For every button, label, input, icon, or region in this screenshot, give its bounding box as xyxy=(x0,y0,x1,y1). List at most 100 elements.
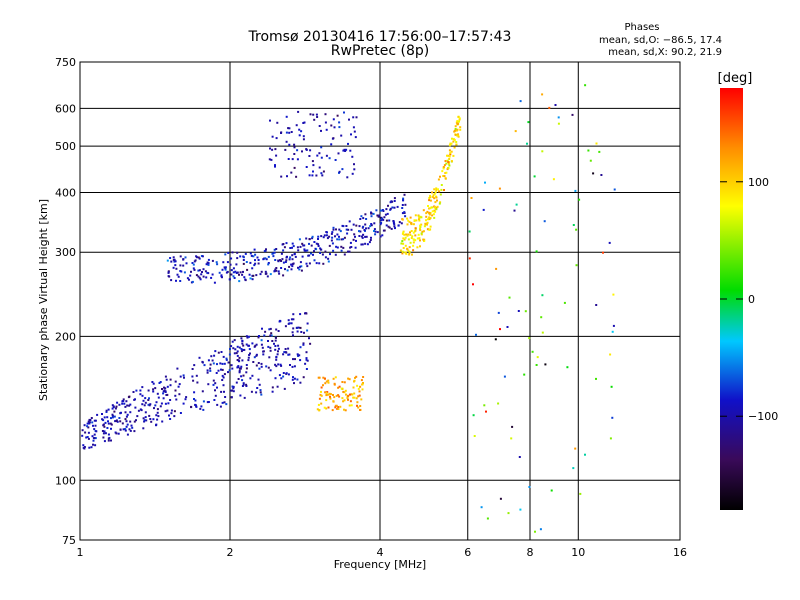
phase-stats-o: mean, sd,O: −86.5, 17.4 xyxy=(599,35,722,46)
data-point xyxy=(106,427,109,429)
data-point xyxy=(265,365,268,368)
data-point xyxy=(376,231,379,234)
data-point xyxy=(257,262,260,265)
data-point xyxy=(557,122,560,125)
data-point xyxy=(110,417,112,420)
data-point xyxy=(251,278,254,281)
data-point xyxy=(142,427,145,430)
data-point xyxy=(541,294,544,297)
data-point xyxy=(293,143,296,146)
data-point xyxy=(322,262,325,265)
data-point xyxy=(429,225,432,228)
data-point xyxy=(185,262,188,265)
data-point xyxy=(387,204,389,207)
data-point xyxy=(447,161,450,163)
data-point xyxy=(448,158,451,160)
data-point xyxy=(406,223,409,226)
data-point xyxy=(447,167,450,170)
data-point xyxy=(539,528,542,531)
data-point xyxy=(267,263,270,266)
data-point xyxy=(283,387,286,390)
data-point xyxy=(510,437,513,440)
data-point xyxy=(282,261,285,264)
data-point xyxy=(324,256,327,259)
data-point xyxy=(408,253,411,256)
data-point xyxy=(448,155,451,158)
data-point xyxy=(436,199,438,202)
data-point xyxy=(612,293,615,296)
data-point xyxy=(277,347,280,350)
data-point xyxy=(192,267,195,270)
data-point xyxy=(450,160,453,163)
data-point xyxy=(410,237,413,239)
data-point xyxy=(350,246,353,248)
data-point xyxy=(224,266,227,269)
data-point xyxy=(503,375,506,378)
data-point xyxy=(212,383,215,386)
data-point xyxy=(385,208,388,211)
data-point xyxy=(412,241,415,244)
data-point xyxy=(230,257,233,260)
data-point xyxy=(210,355,213,358)
data-point xyxy=(276,385,279,388)
data-point xyxy=(173,260,176,263)
data-point xyxy=(110,439,112,442)
data-point xyxy=(419,245,421,248)
data-point xyxy=(311,235,314,238)
data-point xyxy=(347,394,350,397)
data-point xyxy=(183,271,186,274)
data-point xyxy=(148,414,151,417)
data-point xyxy=(192,263,195,266)
data-point xyxy=(201,255,204,258)
data-point xyxy=(238,371,241,374)
data-point xyxy=(170,412,173,415)
data-point xyxy=(275,365,278,368)
data-point xyxy=(350,228,353,231)
data-point xyxy=(383,229,386,232)
data-point xyxy=(287,127,290,130)
data-point xyxy=(305,357,308,360)
data-point xyxy=(403,193,406,196)
data-point xyxy=(261,327,263,330)
data-point xyxy=(373,222,376,225)
data-point xyxy=(242,344,245,347)
data-point xyxy=(206,369,209,372)
data-point xyxy=(268,158,271,161)
data-point xyxy=(244,252,247,255)
data-point xyxy=(325,128,328,131)
data-point xyxy=(245,335,248,338)
data-point xyxy=(319,252,322,254)
data-point xyxy=(309,113,312,116)
data-point xyxy=(264,330,267,333)
data-point xyxy=(206,271,209,274)
data-point xyxy=(288,322,291,325)
data-point xyxy=(179,255,182,258)
data-point xyxy=(276,121,279,124)
data-point xyxy=(298,354,301,357)
data-point xyxy=(121,422,124,425)
data-point xyxy=(320,235,323,238)
data-point xyxy=(305,312,308,315)
data-point xyxy=(195,374,198,377)
data-point xyxy=(320,394,323,397)
data-point xyxy=(406,217,409,220)
data-point xyxy=(454,133,457,136)
data-point xyxy=(207,401,210,403)
data-point xyxy=(114,420,117,423)
data-point xyxy=(410,221,413,224)
data-point xyxy=(312,113,315,116)
data-point xyxy=(84,431,87,434)
data-point xyxy=(426,228,429,231)
data-point xyxy=(165,394,168,396)
data-point xyxy=(299,313,302,316)
y-tick-label: 200 xyxy=(55,330,76,343)
data-point xyxy=(224,268,227,271)
data-point xyxy=(209,367,212,370)
data-point xyxy=(107,437,110,440)
data-point xyxy=(126,413,129,416)
data-point xyxy=(198,269,201,272)
data-point xyxy=(243,276,246,279)
data-point xyxy=(284,348,287,350)
data-point xyxy=(224,396,227,398)
data-point xyxy=(284,261,287,263)
